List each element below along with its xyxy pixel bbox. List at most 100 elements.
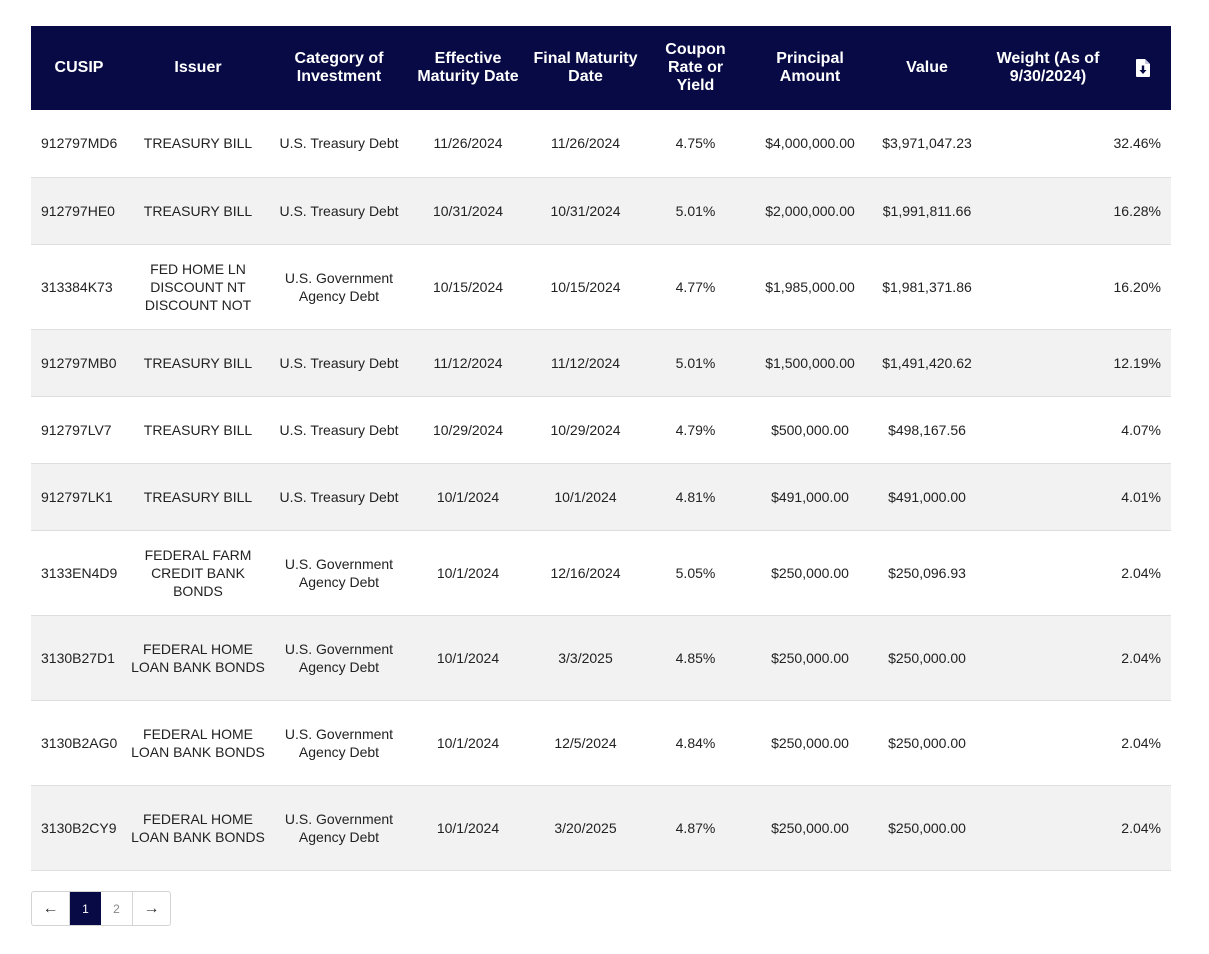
cell-category: U.S. Government Agency Debt — [269, 615, 409, 701]
table-row: 3133EN4D9 FEDERAL FARM CREDIT BANK BONDS U… — [31, 530, 1171, 616]
holdings-table: CUSIP Issuer Category of Investment Effe… — [31, 26, 1171, 871]
cell-issuer: FEDERAL HOME LOAN BANK BONDS — [127, 785, 269, 871]
cell-weight: 16.28% — [981, 177, 1171, 245]
cell-category: U.S. Government Agency Debt — [269, 244, 409, 330]
cell-issuer: FEDERAL FARM CREDIT BANK BONDS — [127, 530, 269, 616]
header-weight[interactable]: Weight (As of 9/30/2024) — [996, 50, 1100, 85]
header-principal[interactable]: Principal Amount — [776, 50, 844, 85]
cell-issuer: TREASURY BILL — [127, 110, 269, 178]
cell-principal: $250,000.00 — [747, 615, 873, 701]
cell-coupon: 4.84% — [644, 700, 747, 786]
cell-final-maturity: 10/29/2024 — [527, 396, 644, 464]
cell-issuer: FEDERAL HOME LOAN BANK BONDS — [127, 700, 269, 786]
cell-effective-maturity: 10/1/2024 — [409, 530, 527, 616]
cell-weight: 4.01% — [981, 463, 1171, 531]
cell-value: $250,000.00 — [873, 615, 981, 701]
cell-value: $3,971,047.23 — [873, 110, 981, 178]
cell-effective-maturity: 10/1/2024 — [409, 700, 527, 786]
cell-category: U.S. Treasury Debt — [269, 396, 409, 464]
cell-coupon: 5.05% — [644, 530, 747, 616]
cell-category: U.S. Treasury Debt — [269, 329, 409, 397]
table-body: 912797MD6 TREASURY BILL U.S. Treasury Debt… — [31, 110, 1171, 871]
cell-cusip: 912797MD6 — [31, 110, 127, 178]
cell-principal: $250,000.00 — [747, 700, 873, 786]
cell-effective-maturity: 10/31/2024 — [409, 177, 527, 245]
cell-effective-maturity: 11/12/2024 — [409, 329, 527, 397]
cell-final-maturity: 11/12/2024 — [527, 329, 644, 397]
cell-weight: 32.46% — [981, 110, 1171, 178]
cell-category: U.S. Government Agency Debt — [269, 530, 409, 616]
cell-issuer: TREASURY BILL — [127, 329, 269, 397]
cell-value: $498,167.56 — [873, 396, 981, 464]
header-value[interactable]: Value — [906, 59, 948, 76]
cell-cusip: 912797LV7 — [31, 396, 127, 464]
cell-value: $250,000.00 — [873, 700, 981, 786]
cell-final-maturity: 3/3/2025 — [527, 615, 644, 701]
prev-page-button[interactable]: ← — [32, 892, 70, 925]
table-row: 912797LV7 TREASURY BILL U.S. Treasury Debt… — [31, 396, 1171, 464]
cell-coupon: 5.01% — [644, 177, 747, 245]
cell-final-maturity: 12/5/2024 — [527, 700, 644, 786]
cell-final-maturity: 11/26/2024 — [527, 110, 644, 178]
cell-weight: 2.04% — [981, 700, 1171, 786]
next-page-button[interactable]: → — [143, 899, 160, 917]
table-row: 3130B27D1 FEDERAL HOME LOAN BANK BONDS U.S… — [31, 615, 1171, 701]
cell-principal: $250,000.00 — [747, 785, 873, 871]
cell-value: $250,000.00 — [873, 785, 981, 871]
pagination: ← 1 2 → — [31, 891, 171, 926]
header-download — [1115, 26, 1171, 110]
header-cusip[interactable]: CUSIP — [54, 59, 104, 76]
cell-category: U.S. Government Agency Debt — [269, 700, 409, 786]
cell-coupon: 4.75% — [644, 110, 747, 178]
cell-issuer: TREASURY BILL — [127, 177, 269, 245]
cell-coupon: 4.85% — [644, 615, 747, 701]
cell-cusip: 313384K73 — [31, 244, 127, 330]
cell-effective-maturity: 10/1/2024 — [409, 785, 527, 871]
page-2-button[interactable]: 2 — [101, 892, 133, 925]
table-row: 912797LK1 TREASURY BILL U.S. Treasury Debt… — [31, 463, 1171, 531]
cell-weight: 16.20% — [981, 244, 1171, 330]
table-row: 313384K73 FED HOME LN DISCOUNT NT DISCOUN… — [31, 244, 1171, 330]
cell-weight: 4.07% — [981, 396, 1171, 464]
cell-issuer: TREASURY BILL — [127, 396, 269, 464]
header-coupon[interactable]: Coupon Rate or Yield — [665, 41, 726, 94]
table-row: 3130B2AG0 FEDERAL HOME LOAN BANK BONDS U.S… — [31, 700, 1171, 786]
page-1-button[interactable]: 1 — [70, 892, 101, 925]
cell-coupon: 4.87% — [644, 785, 747, 871]
cell-principal: $1,985,000.00 — [747, 244, 873, 330]
table-row: 912797MB0 TREASURY BILL U.S. Treasury Debt… — [31, 329, 1171, 397]
cell-cusip: 3133EN4D9 — [31, 530, 127, 616]
header-final-maturity[interactable]: Final Maturity Date — [533, 50, 638, 85]
cell-weight: 2.04% — [981, 785, 1171, 871]
cell-effective-maturity: 10/29/2024 — [409, 396, 527, 464]
file-download-icon[interactable] — [1136, 58, 1150, 77]
cell-cusip: 3130B27D1 — [31, 615, 127, 701]
cell-category: U.S. Treasury Debt — [269, 177, 409, 245]
cell-category: U.S. Treasury Debt — [269, 110, 409, 178]
cell-issuer: FED HOME LN DISCOUNT NT DISCOUNT NOT — [127, 244, 269, 330]
cell-value: $1,991,811.66 — [873, 177, 981, 245]
cell-final-maturity: 10/15/2024 — [527, 244, 644, 330]
cell-coupon: 4.77% — [644, 244, 747, 330]
cell-effective-maturity: 10/15/2024 — [409, 244, 527, 330]
cell-principal: $500,000.00 — [747, 396, 873, 464]
cell-cusip: 3130B2CY9 — [31, 785, 127, 871]
header-issuer[interactable]: Issuer — [174, 59, 222, 76]
header-category[interactable]: Category of Investment — [294, 50, 384, 85]
cell-issuer: TREASURY BILL — [127, 463, 269, 531]
cell-value: $1,981,371.86 — [873, 244, 981, 330]
cell-weight: 12.19% — [981, 329, 1171, 397]
cell-principal: $491,000.00 — [747, 463, 873, 531]
cell-cusip: 912797HE0 — [31, 177, 127, 245]
cell-coupon: 5.01% — [644, 329, 747, 397]
cell-coupon: 4.81% — [644, 463, 747, 531]
cell-weight: 2.04% — [981, 615, 1171, 701]
cell-cusip: 3130B2AG0 — [31, 700, 127, 786]
cell-weight: 2.04% — [981, 530, 1171, 616]
header-effective-maturity[interactable]: Effective Maturity Date — [417, 50, 519, 85]
holdings-table-container: CUSIP Issuer Category of Investment Effe… — [31, 26, 1171, 871]
cell-value: $491,000.00 — [873, 463, 981, 531]
cell-effective-maturity: 10/1/2024 — [409, 615, 527, 701]
cell-principal: $1,500,000.00 — [747, 329, 873, 397]
cell-final-maturity: 3/20/2025 — [527, 785, 644, 871]
